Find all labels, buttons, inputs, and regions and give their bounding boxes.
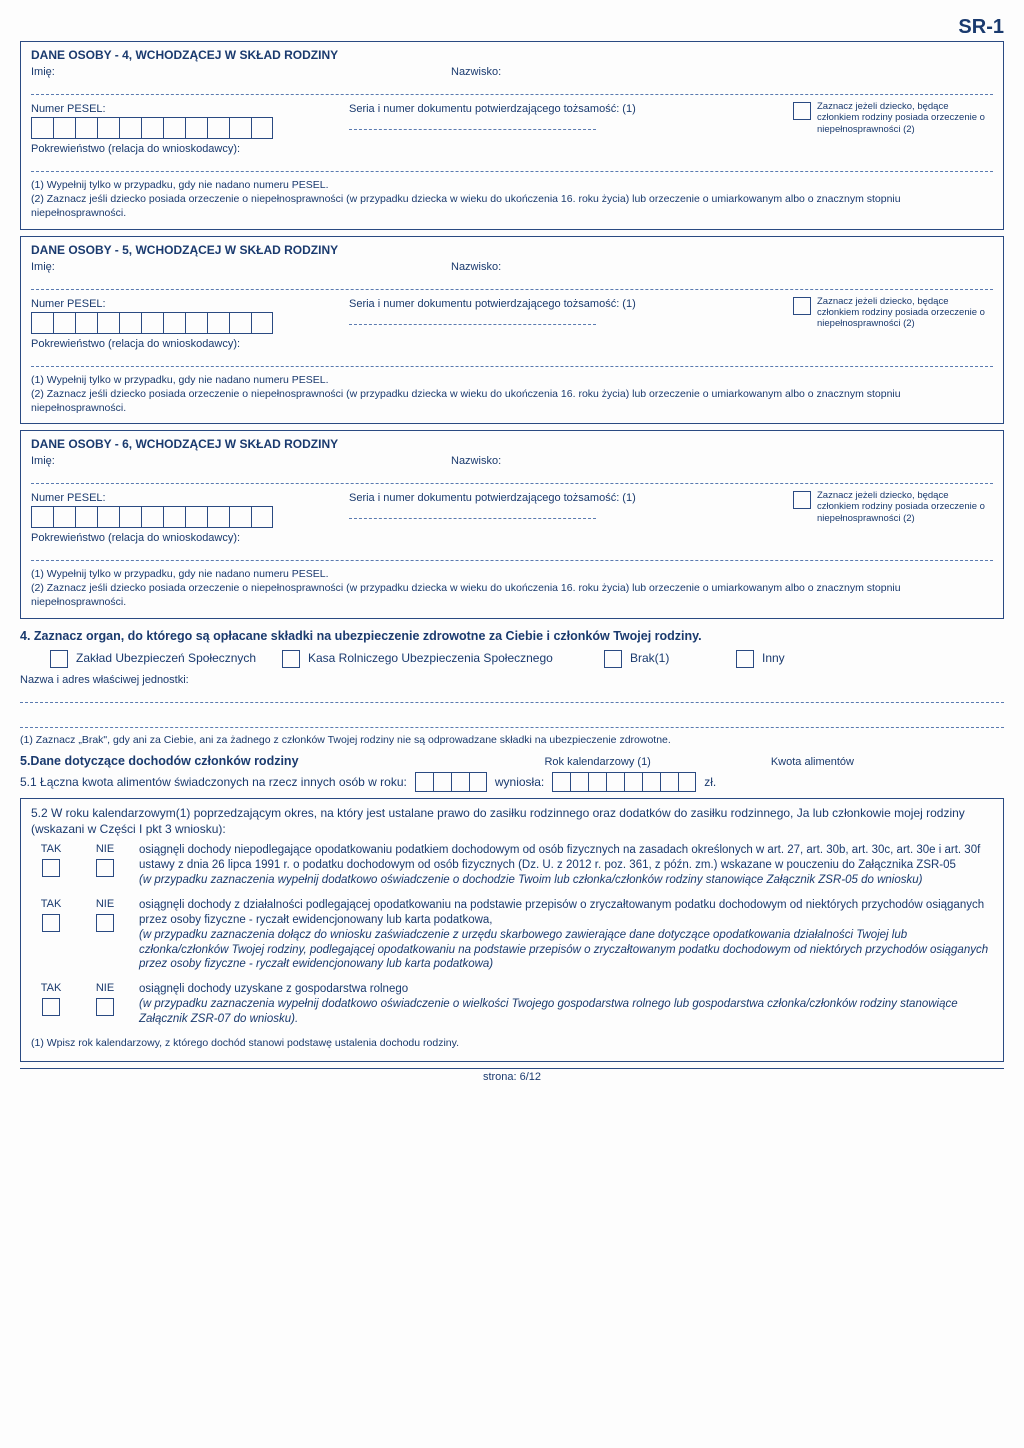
page-number: strona: 6/12	[20, 1068, 1004, 1083]
disability-text: Zaznacz jeżeli dziecko, będące członkiem…	[817, 296, 993, 330]
amount-input[interactable]	[552, 772, 696, 792]
section4-heading: 4. Zaznacz organ, do którego są opłacane…	[20, 629, 1004, 643]
q2-tak-checkbox[interactable]	[42, 914, 60, 932]
org-other-checkbox[interactable]	[736, 650, 754, 668]
org-zus-label: Zakład Ubezpieczeń Społecznych	[76, 651, 256, 665]
q1-tak-checkbox[interactable]	[42, 859, 60, 877]
relation-label: Pokrewieństwo (relacja do wnioskodawcy):	[31, 532, 993, 544]
line51: 5.1 Łączna kwota alimentów świadczonych …	[20, 775, 407, 789]
surname-label: Nazwisko:	[451, 261, 501, 273]
relation-label: Pokrewieństwo (relacja do wnioskodawcy):	[31, 143, 993, 155]
note-2: (2) Zaznacz jeśli dziecko posiada orzecz…	[31, 581, 993, 609]
person-title: DANE OSOBY - 4, WCHODZĄCEJ W SKŁAD RODZI…	[31, 48, 993, 62]
q3-main: osiągnęli dochody uzyskane z gospodarstw…	[139, 983, 408, 995]
name-label: Imię:	[31, 261, 411, 273]
pesel-label: Numer PESEL:	[31, 298, 331, 310]
pesel-label: Numer PESEL:	[31, 103, 331, 115]
divider	[31, 483, 993, 484]
name-label: Imię:	[31, 455, 411, 467]
section5-footnote: (1) Wpisz rok kalendarzowy, z którego do…	[31, 1037, 993, 1049]
divider	[349, 518, 596, 519]
person-box-4: DANE OSOBY - 4, WCHODZĄCEJ W SKŁAD RODZI…	[20, 41, 1004, 230]
divider	[349, 129, 596, 130]
note-1: (1) Wypełnij tylko w przypadku, gdy nie …	[31, 373, 993, 387]
note-2: (2) Zaznacz jeśli dziecko posiada orzecz…	[31, 192, 993, 220]
q3-nie-checkbox[interactable]	[96, 998, 114, 1016]
surname-label: Nazwisko:	[451, 455, 501, 467]
q1-italic: (w przypadku zaznaczenia wypełnij dodatk…	[139, 874, 922, 886]
pesel-input[interactable]	[31, 117, 331, 139]
zl-label: zł.	[704, 775, 716, 789]
document-label: Seria i numer dokumentu potwierdzającego…	[349, 298, 775, 310]
person-box-6: DANE OSOBY - 6, WCHODZĄCEJ W SKŁAD RODZI…	[20, 430, 1004, 619]
section4-footnote: (1) Zaznacz „Brak", gdy ani za Ciebie, a…	[20, 734, 1004, 746]
note-1: (1) Wypełnij tylko w przypadku, gdy nie …	[31, 178, 993, 192]
divider	[31, 94, 993, 95]
note-2: (2) Zaznacz jeśli dziecko posiada orzecz…	[31, 387, 993, 415]
disability-text: Zaznacz jeżeli dziecko, będące członkiem…	[817, 490, 993, 524]
year-input[interactable]	[415, 772, 487, 792]
divider	[31, 560, 993, 561]
org-zus-checkbox[interactable]	[50, 650, 68, 668]
org-krus-checkbox[interactable]	[282, 650, 300, 668]
org-other-label: Inny	[762, 651, 785, 665]
divider	[31, 171, 993, 172]
pesel-input[interactable]	[31, 506, 331, 528]
tak-label: TAK	[31, 982, 71, 994]
person-box-5: DANE OSOBY - 5, WCHODZĄCEJ W SKŁAD RODZI…	[20, 236, 1004, 425]
q1-main: osiągnęli dochody niepodlegające opodatk…	[139, 844, 980, 871]
surname-label: Nazwisko:	[451, 66, 501, 78]
unit-label: Nazwa i adres właściwej jednostki:	[20, 674, 1004, 686]
amounted-label: wyniosła:	[495, 775, 544, 789]
relation-label: Pokrewieństwo (relacja do wnioskodawcy):	[31, 338, 993, 350]
divider	[31, 289, 993, 290]
q3-italic: (w przypadku zaznaczenia wypełnij dodatk…	[139, 998, 958, 1025]
document-label: Seria i numer dokumentu potwierdzającego…	[349, 492, 775, 504]
name-label: Imię:	[31, 66, 411, 78]
note-1: (1) Wypełnij tylko w przypadku, gdy nie …	[31, 567, 993, 581]
org-none-checkbox[interactable]	[604, 650, 622, 668]
document-label: Seria i numer dokumentu potwierdzającego…	[349, 103, 775, 115]
form-code: SR-1	[20, 16, 1004, 39]
nie-label: NIE	[85, 982, 125, 994]
divider	[20, 702, 1004, 703]
q2-italic: (w przypadku zaznaczenia dołącz do wnios…	[139, 929, 988, 971]
tak-label: TAK	[31, 843, 71, 855]
disability-checkbox[interactable]	[793, 491, 811, 509]
disability-text: Zaznacz jeżeli dziecko, będące członkiem…	[817, 101, 993, 135]
pesel-input[interactable]	[31, 312, 331, 334]
amount-label: Kwota alimentów	[771, 756, 854, 768]
year-label: Rok kalendarzowy (1)	[544, 756, 650, 768]
divider	[31, 366, 993, 367]
section5-heading: 5.Dane dotyczące dochodów członków rodzi…	[20, 754, 299, 768]
divider	[20, 727, 1004, 728]
q2-main: osiągnęli dochody z działalności podlega…	[139, 899, 984, 926]
disability-checkbox[interactable]	[793, 102, 811, 120]
person-title: DANE OSOBY - 6, WCHODZĄCEJ W SKŁAD RODZI…	[31, 437, 993, 451]
nie-label: NIE	[85, 898, 125, 910]
org-krus-label: Kasa Rolniczego Ubezpieczenia Społeczneg…	[308, 651, 553, 665]
q1-nie-checkbox[interactable]	[96, 859, 114, 877]
pesel-label: Numer PESEL:	[31, 492, 331, 504]
q3-tak-checkbox[interactable]	[42, 998, 60, 1016]
intro52: 5.2 W roku kalendarzowym(1) poprzedzając…	[31, 805, 993, 837]
tak-label: TAK	[31, 898, 71, 910]
section52-box: 5.2 W roku kalendarzowym(1) poprzedzając…	[20, 798, 1004, 1063]
person-title: DANE OSOBY - 5, WCHODZĄCEJ W SKŁAD RODZI…	[31, 243, 993, 257]
disability-checkbox[interactable]	[793, 297, 811, 315]
nie-label: NIE	[85, 843, 125, 855]
org-none-label: Brak(1)	[630, 651, 669, 665]
q2-nie-checkbox[interactable]	[96, 914, 114, 932]
divider	[349, 324, 596, 325]
